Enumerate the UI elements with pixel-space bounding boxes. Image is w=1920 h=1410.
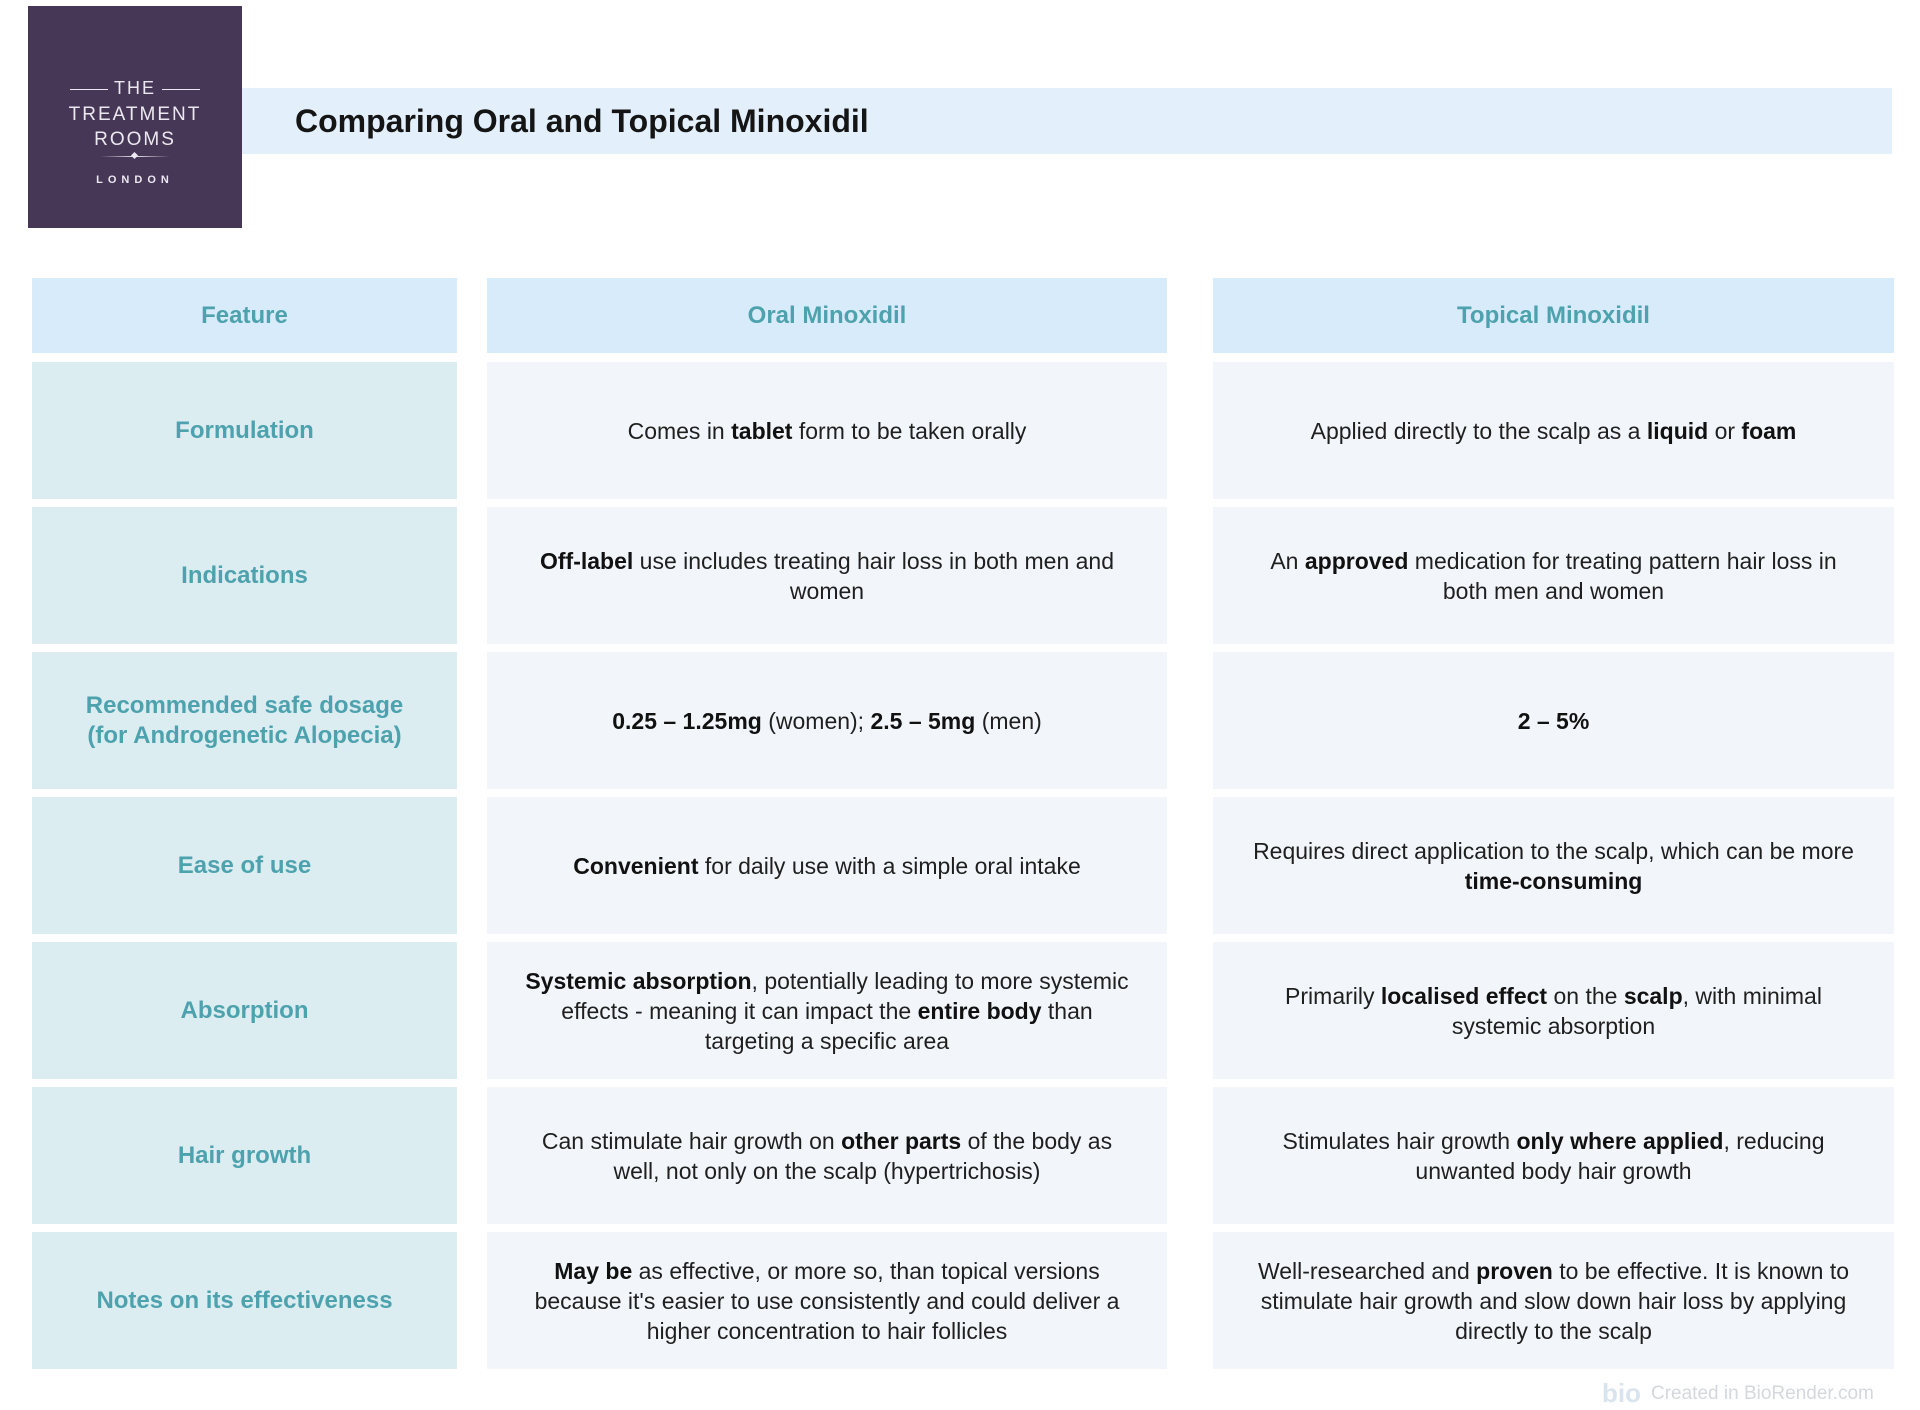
oral-cell: 0.25 – 1.25mg (women); 2.5 – 5mg (men) bbox=[487, 652, 1167, 789]
feature-label: Ease of use bbox=[32, 797, 457, 934]
topical-cell-text: An approved medication for treating patt… bbox=[1247, 546, 1860, 606]
text-segment: Applied directly to the scalp as a bbox=[1310, 417, 1647, 444]
oral-cell-text: Convenient for daily use with a simple o… bbox=[573, 851, 1080, 881]
oral-cell: Can stimulate hair growth on other parts… bbox=[487, 1087, 1167, 1224]
text-segment: Primarily bbox=[1285, 982, 1381, 1009]
biorender-logo: bio bbox=[1602, 1378, 1641, 1408]
page-title: Comparing Oral and Topical Minoxidil bbox=[295, 103, 869, 139]
topical-cell: 2 – 5% bbox=[1213, 652, 1894, 789]
topical-cell: Applied directly to the scalp as a liqui… bbox=[1213, 362, 1894, 499]
emphasis-text: localised effect bbox=[1380, 982, 1548, 1009]
feature-label: Hair growth bbox=[32, 1087, 457, 1224]
emphasis-text: 2.5 – 5mg bbox=[870, 707, 976, 734]
logo-text-treatment: TREATMENT bbox=[68, 104, 202, 125]
title-banner: Comparing Oral and Topical Minoxidil bbox=[242, 88, 1892, 154]
watermark-text: Created in BioRender.com bbox=[1651, 1383, 1874, 1404]
text-segment: An bbox=[1270, 547, 1305, 574]
text-segment: than targeting a specific area bbox=[704, 997, 1093, 1054]
text-segment: for daily use with a simple oral intake bbox=[698, 852, 1081, 879]
logo-text-london: LONDON bbox=[96, 174, 174, 186]
logo-text-name: TREATMENT ROOMS bbox=[28, 102, 242, 152]
oral-cell-text: Off-label use includes treating hair los… bbox=[521, 546, 1133, 606]
oral-cell: Systemic absorption, potentially leading… bbox=[487, 942, 1167, 1079]
text-segment: Can stimulate hair growth on bbox=[541, 1127, 842, 1154]
emphasis-text: 0.25 – 1.25mg bbox=[612, 707, 762, 734]
text-segment: , with minimal systemic absorption bbox=[1451, 982, 1822, 1039]
text-segment: on the bbox=[1547, 982, 1624, 1009]
oral-cell: Off-label use includes treating hair los… bbox=[487, 507, 1167, 644]
oral-cell-text: Systemic absorption, potentially leading… bbox=[521, 966, 1133, 1056]
text-segment: Requires direct application to the scalp… bbox=[1253, 837, 1854, 864]
text-segment: form to be taken orally bbox=[792, 417, 1027, 444]
text-segment: Well-researched and bbox=[1257, 1257, 1477, 1284]
emphasis-text: entire body bbox=[917, 997, 1042, 1024]
logo-text-the: THE bbox=[28, 78, 242, 99]
oral-cell: May be as effective, or more so, than to… bbox=[487, 1232, 1167, 1369]
emphasis-text: other parts bbox=[841, 1127, 962, 1154]
feature-label: Absorption bbox=[32, 942, 457, 1079]
text-segment: (women); bbox=[761, 707, 871, 734]
topical-cell: Primarily localised effect on the scalp,… bbox=[1213, 942, 1894, 1079]
oral-cell: Convenient for daily use with a simple o… bbox=[487, 797, 1167, 934]
text-segment: (men) bbox=[975, 707, 1042, 734]
topical-cell: An approved medication for treating patt… bbox=[1213, 507, 1894, 644]
emphasis-text: only where applied bbox=[1516, 1127, 1724, 1154]
text-segment: or bbox=[1708, 417, 1742, 444]
oral-cell: Comes in tablet form to be taken orally bbox=[487, 362, 1167, 499]
biorender-watermark: bio Created in BioRender.com bbox=[1602, 1378, 1874, 1409]
text-segment: as effective, or more so, than topical v… bbox=[534, 1257, 1120, 1344]
oral-cell-text: Can stimulate hair growth on other parts… bbox=[521, 1126, 1133, 1186]
topical-cell-text: Primarily localised effect on the scalp,… bbox=[1247, 981, 1860, 1041]
topical-cell-text: Stimulates hair growth only where applie… bbox=[1247, 1126, 1860, 1186]
logo-text-rooms: ROOMS bbox=[94, 129, 176, 150]
feature-label: Indications bbox=[32, 507, 457, 644]
topical-cell-text: 2 – 5% bbox=[1518, 706, 1590, 736]
feature-label: Notes on its effectiveness bbox=[32, 1232, 457, 1369]
emphasis-text: scalp bbox=[1623, 982, 1683, 1009]
text-segment: medication for treating pattern hair los… bbox=[1408, 547, 1837, 604]
oral-cell-text: May be as effective, or more so, than to… bbox=[521, 1256, 1133, 1346]
brand-logo: THE TREATMENT ROOMS LONDON bbox=[28, 6, 242, 228]
topical-cell-text: Requires direct application to the scalp… bbox=[1247, 836, 1860, 896]
emphasis-text: 2 – 5% bbox=[1517, 707, 1590, 734]
oral-cell-text: 0.25 – 1.25mg (women); 2.5 – 5mg (men) bbox=[612, 706, 1042, 736]
text-segment: to be effective. It is known to stimulat… bbox=[1260, 1257, 1850, 1344]
emphasis-text: liquid bbox=[1646, 417, 1709, 444]
text-segment: , reducing unwanted body hair growth bbox=[1415, 1127, 1825, 1184]
header-topical: Topical Minoxidil bbox=[1213, 278, 1894, 353]
topical-cell: Stimulates hair growth only where applie… bbox=[1213, 1087, 1894, 1224]
emphasis-text: proven bbox=[1476, 1257, 1553, 1284]
feature-label: Recommended safe dosage (for Androgeneti… bbox=[32, 652, 457, 789]
text-segment: of the body as well, not only on the sca… bbox=[613, 1127, 1113, 1184]
text-segment: , potentially leading to more systemic e… bbox=[561, 967, 1129, 1024]
emphasis-text: foam bbox=[1741, 417, 1797, 444]
emphasis-text: May be bbox=[554, 1257, 633, 1284]
topical-cell-text: Well-researched and proven to be effecti… bbox=[1247, 1256, 1860, 1346]
emphasis-text: Off-label bbox=[539, 547, 634, 574]
text-segment: Comes in bbox=[627, 417, 732, 444]
header-oral: Oral Minoxidil bbox=[487, 278, 1167, 353]
emphasis-text: approved bbox=[1304, 547, 1409, 574]
emphasis-text: Systemic absorption bbox=[525, 967, 752, 994]
emphasis-text: time-consuming bbox=[1464, 867, 1643, 894]
topical-cell: Well-researched and proven to be effecti… bbox=[1213, 1232, 1894, 1369]
text-segment: use includes treating hair loss in both … bbox=[633, 547, 1114, 604]
text-segment: Stimulates hair growth bbox=[1282, 1127, 1517, 1154]
feature-label: Formulation bbox=[32, 362, 457, 499]
topical-cell: Requires direct application to the scalp… bbox=[1213, 797, 1894, 934]
logo-ornament-icon bbox=[100, 156, 170, 157]
header-feature: Feature bbox=[32, 278, 457, 353]
emphasis-text: tablet bbox=[731, 417, 793, 444]
emphasis-text: Convenient bbox=[573, 852, 699, 879]
oral-cell-text: Comes in tablet form to be taken orally bbox=[628, 416, 1027, 446]
topical-cell-text: Applied directly to the scalp as a liqui… bbox=[1311, 416, 1797, 446]
